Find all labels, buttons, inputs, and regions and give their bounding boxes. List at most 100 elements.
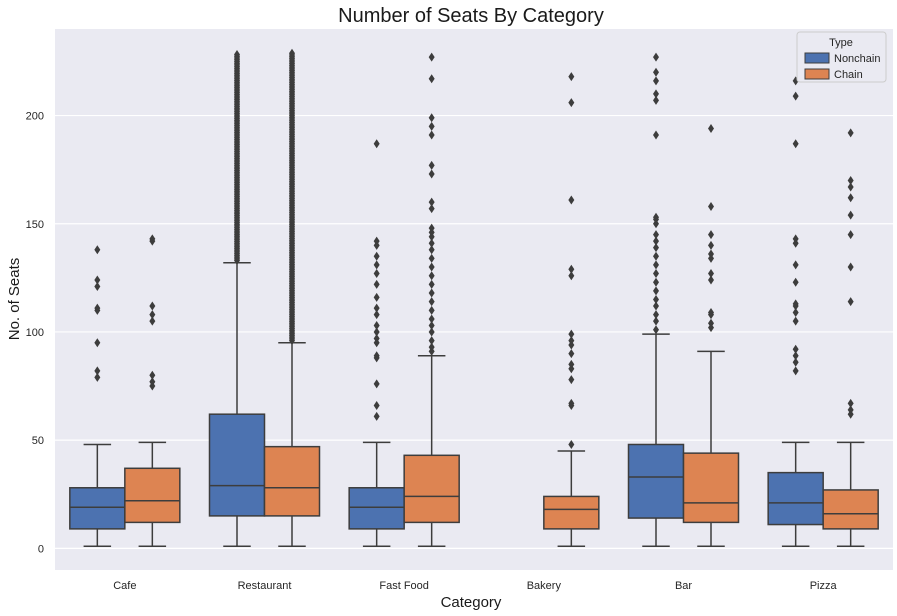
outlier-point bbox=[94, 338, 101, 348]
y-tick-labels: 0 50 100 150 200 bbox=[26, 111, 44, 556]
outlier-point bbox=[94, 372, 101, 382]
outlier-point bbox=[708, 240, 714, 250]
outlier-point bbox=[428, 113, 435, 123]
outlier-point bbox=[653, 301, 659, 311]
box-fast-food-nonchain bbox=[348, 139, 405, 547]
outlier-point bbox=[428, 238, 435, 248]
outlier-point bbox=[149, 370, 156, 380]
outlier-point bbox=[373, 139, 380, 149]
x-tick-labels: Cafe Restaurant Fast Food Bakery Bar Pizza bbox=[113, 580, 837, 592]
outlier-point bbox=[94, 275, 101, 285]
y-tick-label: 100 bbox=[26, 327, 44, 339]
legend-swatch-chain bbox=[804, 68, 830, 80]
outlier-point bbox=[708, 201, 714, 211]
outlier-point bbox=[792, 344, 799, 354]
outlier-point bbox=[568, 439, 575, 449]
box-pizza-chain bbox=[822, 128, 879, 547]
outlier-point bbox=[149, 316, 156, 326]
outlier-point bbox=[653, 325, 659, 335]
outlier-point bbox=[234, 50, 240, 60]
box-iqr bbox=[682, 452, 740, 524]
y-tick-label: 150 bbox=[26, 219, 44, 231]
outlier-point bbox=[708, 124, 714, 134]
outlier-point bbox=[792, 316, 799, 326]
outlier-point bbox=[373, 251, 380, 261]
y-tick-label: 50 bbox=[32, 435, 44, 447]
y-tick-label: 200 bbox=[26, 111, 44, 123]
outlier-point bbox=[653, 251, 659, 261]
outlier-point bbox=[428, 204, 435, 214]
outlier-point bbox=[653, 310, 659, 320]
outlier-point bbox=[792, 366, 799, 376]
outlier-point bbox=[792, 260, 799, 270]
x-tick-label: Pizza bbox=[810, 580, 838, 592]
outlier-point bbox=[708, 318, 714, 328]
grid-lines bbox=[55, 114, 893, 549]
outlier-point bbox=[373, 236, 380, 246]
legend-label-chain: Chain bbox=[834, 69, 863, 81]
x-tick-label: Bakery bbox=[527, 580, 562, 592]
outlier-point bbox=[653, 52, 659, 62]
outlier-point bbox=[428, 342, 435, 352]
outlier-point bbox=[428, 130, 435, 140]
box-iqr bbox=[263, 445, 321, 517]
outlier-point bbox=[792, 139, 799, 149]
outlier-point bbox=[653, 243, 659, 253]
outlier-point bbox=[653, 89, 659, 99]
outlier-point bbox=[373, 303, 380, 313]
outlier-point bbox=[428, 262, 435, 272]
outlier-point bbox=[653, 295, 659, 304]
outlier-point bbox=[568, 271, 575, 281]
outlier-point bbox=[373, 320, 380, 330]
outlier-point bbox=[373, 269, 380, 279]
outlier-point bbox=[847, 182, 854, 192]
legend-label-nonchain: Nonchain bbox=[834, 53, 880, 65]
outlier-point bbox=[653, 316, 659, 326]
y-axis-label: No. of Seats bbox=[6, 258, 23, 341]
box-iqr bbox=[69, 487, 126, 530]
outlier-point bbox=[373, 292, 380, 302]
box-iqr bbox=[348, 487, 405, 530]
outlier-point bbox=[289, 48, 295, 58]
outlier-point bbox=[708, 230, 714, 240]
outlier-point bbox=[428, 160, 435, 170]
outlier-point bbox=[653, 130, 659, 140]
outlier-point bbox=[428, 320, 435, 330]
outlier-point bbox=[94, 366, 101, 376]
box-iqr bbox=[822, 489, 879, 530]
outlier-point bbox=[149, 310, 156, 320]
x-axis-label: Category bbox=[441, 594, 502, 611]
outlier-point bbox=[792, 234, 799, 244]
outlier-point bbox=[847, 262, 854, 272]
outlier-point bbox=[653, 260, 659, 270]
outlier-point bbox=[149, 234, 156, 244]
outlier-point bbox=[653, 67, 659, 77]
outlier-point bbox=[847, 230, 854, 240]
outlier-point bbox=[653, 286, 659, 296]
outlier-point bbox=[568, 349, 575, 359]
outlier-point bbox=[568, 72, 575, 82]
box-restaurant-nonchain bbox=[208, 50, 266, 547]
outlier-point bbox=[428, 288, 435, 298]
outlier-point bbox=[568, 359, 575, 369]
outlier-point bbox=[428, 297, 435, 307]
outlier-point bbox=[428, 271, 435, 281]
outlier-point bbox=[792, 91, 799, 101]
outlier-point bbox=[847, 405, 854, 415]
outlier-point bbox=[653, 95, 659, 105]
outlier-point bbox=[428, 223, 435, 233]
plot-background bbox=[55, 29, 893, 570]
outlier-point bbox=[373, 279, 380, 289]
outlier-point bbox=[373, 260, 380, 270]
outlier-point bbox=[847, 193, 854, 203]
outlier-point bbox=[847, 297, 854, 307]
outlier-point bbox=[708, 275, 714, 285]
outlier-point bbox=[428, 245, 435, 255]
box-restaurant-chain bbox=[263, 48, 321, 547]
outlier-point bbox=[653, 236, 659, 246]
box-iqr bbox=[627, 443, 685, 519]
outlier-point bbox=[373, 327, 380, 337]
outlier-point bbox=[428, 314, 435, 324]
outlier-point bbox=[428, 279, 435, 289]
outlier-point bbox=[94, 282, 101, 292]
